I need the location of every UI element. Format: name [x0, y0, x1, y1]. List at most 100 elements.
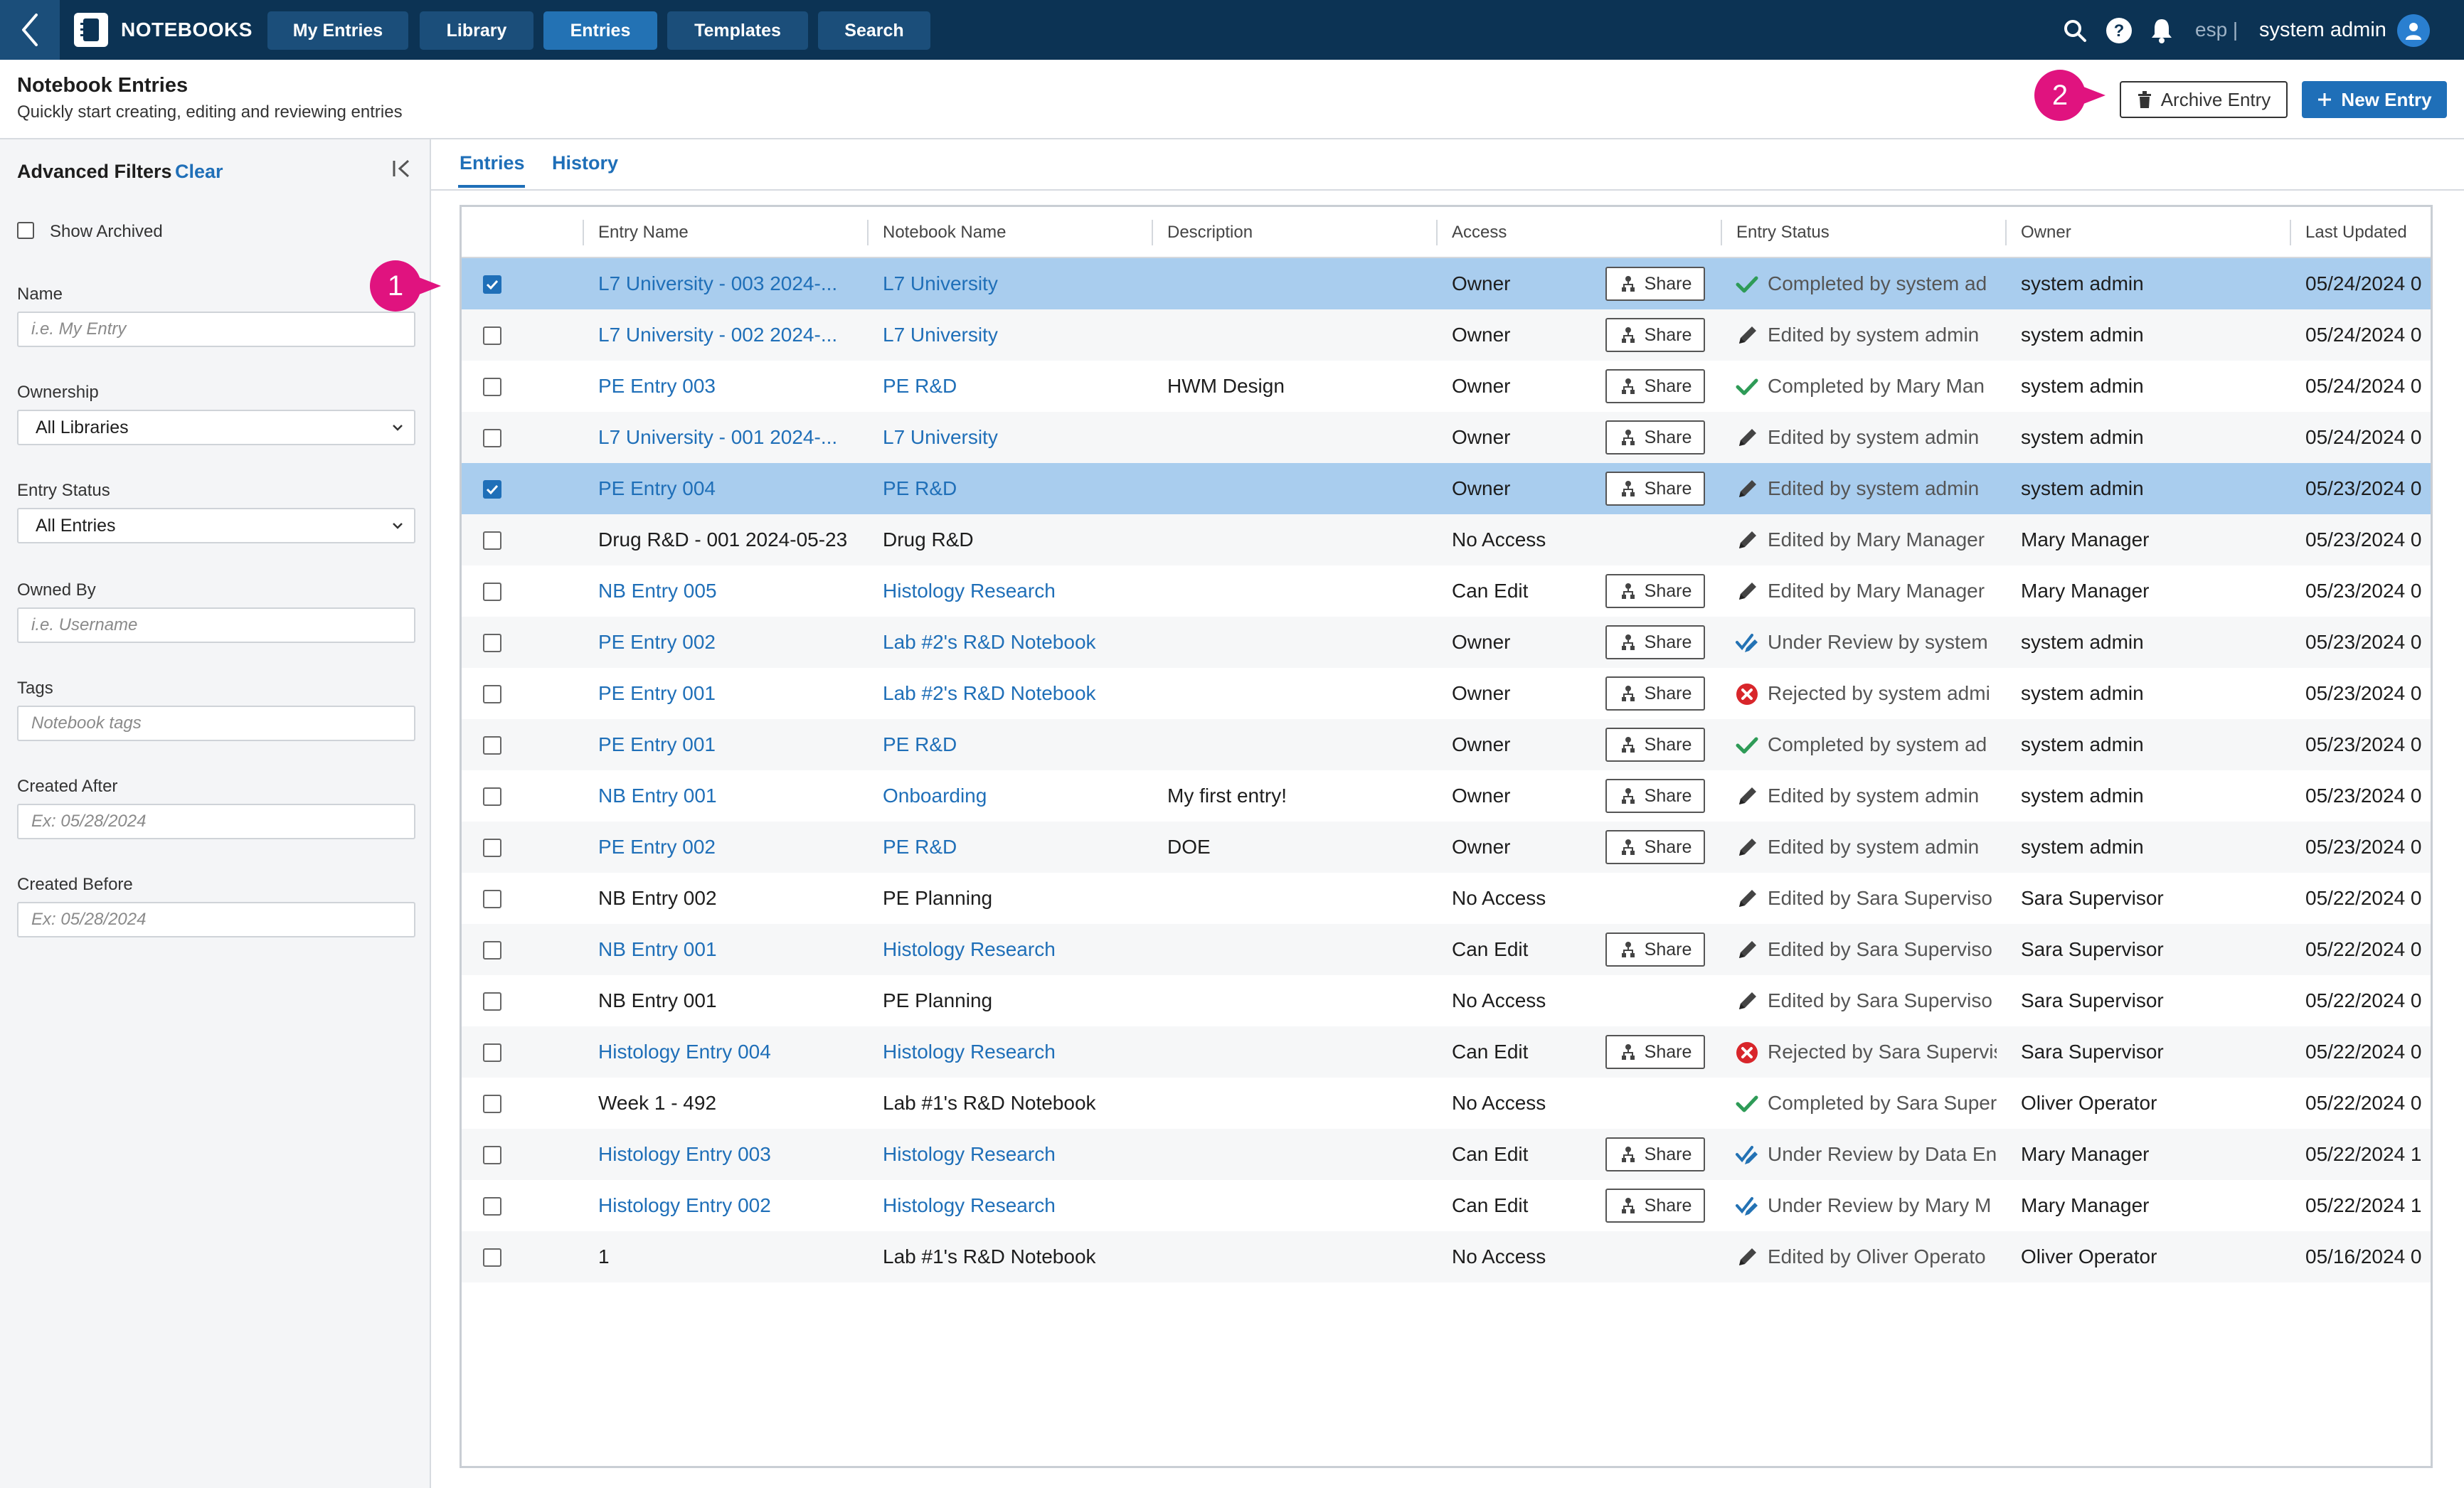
- table-row[interactable]: PE Entry 002 Lab #2's R&D Notebook Owner Sh…: [462, 617, 2431, 668]
- row-checkbox[interactable]: [483, 531, 501, 550]
- table-row[interactable]: Drug R&D - 001 2024-05-23 Drug R&D No Acce…: [462, 514, 2431, 565]
- share-button[interactable]: Share: [1605, 1035, 1705, 1069]
- notebook-name-cell[interactable]: PE R&D: [883, 375, 957, 397]
- tags-input[interactable]: Notebook tags: [17, 706, 415, 741]
- row-checkbox[interactable]: [483, 1248, 501, 1267]
- share-button[interactable]: Share: [1605, 1137, 1705, 1171]
- notebook-name-cell[interactable]: L7 University: [883, 272, 998, 294]
- share-button[interactable]: Share: [1605, 369, 1705, 403]
- table-row[interactable]: L7 University - 002 2024-... L7 Universit…: [462, 309, 2431, 361]
- row-checkbox[interactable]: [483, 890, 501, 908]
- column-entry-status[interactable]: Entry Status: [1736, 223, 1830, 242]
- search-icon[interactable]: [2061, 17, 2088, 44]
- nav-library[interactable]: Library: [420, 11, 533, 50]
- table-row[interactable]: Histology Entry 002 Histology Research Can…: [462, 1180, 2431, 1231]
- table-row[interactable]: 1 Lab #1's R&D Notebook No Access Edited by…: [462, 1231, 2431, 1282]
- notebook-name-cell[interactable]: Histology Research: [883, 1143, 1056, 1165]
- table-row[interactable]: PE Entry 004 PE R&D Owner Share Edited by sy…: [462, 463, 2431, 514]
- entry-status-select[interactable]: All Entries: [17, 508, 415, 543]
- help-icon[interactable]: ?: [2105, 17, 2133, 44]
- collapse-panel-icon[interactable]: [390, 156, 414, 181]
- show-archived-checkbox[interactable]: [17, 222, 34, 239]
- nav-templates[interactable]: Templates: [667, 11, 808, 50]
- row-checkbox[interactable]: [483, 583, 501, 601]
- row-checkbox[interactable]: [483, 685, 501, 703]
- share-button[interactable]: Share: [1605, 779, 1705, 813]
- language-switch[interactable]: esp |: [2195, 18, 2239, 41]
- notebook-name-cell[interactable]: Histology Research: [883, 580, 1056, 602]
- table-row[interactable]: NB Entry 001 PE Planning No Access Edited b…: [462, 975, 2431, 1026]
- table-row[interactable]: Histology Entry 004 Histology Research Can…: [462, 1026, 2431, 1078]
- row-checkbox[interactable]: [483, 634, 501, 652]
- owned-by-input[interactable]: i.e. Username: [17, 607, 415, 643]
- entry-name-cell[interactable]: Histology Entry 004: [598, 1041, 771, 1063]
- entry-name-cell[interactable]: PE Entry 002: [598, 631, 716, 653]
- table-row[interactable]: Week 1 - 492 Lab #1's R&D Notebook No Acce…: [462, 1078, 2431, 1129]
- column-access[interactable]: Access: [1452, 223, 1507, 242]
- table-row[interactable]: PE Entry 001 Lab #2's R&D Notebook Owner Sh…: [462, 668, 2431, 719]
- entry-name-cell[interactable]: NB Entry 005: [598, 580, 717, 602]
- table-row[interactable]: NB Entry 001 Onboarding My first entry! Own…: [462, 770, 2431, 822]
- notebook-name-cell[interactable]: PE R&D: [883, 477, 957, 499]
- new-entry-button[interactable]: New Entry: [2302, 81, 2447, 118]
- table-row[interactable]: L7 University - 003 2024-... L7 Universit…: [462, 258, 2431, 309]
- share-button[interactable]: Share: [1605, 830, 1705, 864]
- column-entry-name[interactable]: Entry Name: [598, 223, 689, 242]
- column-last-updated[interactable]: Last Updated: [2305, 223, 2407, 242]
- entry-name-cell[interactable]: NB Entry 001: [598, 938, 717, 960]
- row-checkbox[interactable]: [483, 941, 501, 960]
- notebook-name-cell[interactable]: Histology Research: [883, 1194, 1056, 1216]
- share-button[interactable]: Share: [1605, 318, 1705, 352]
- table-row[interactable]: L7 University - 001 2024-... L7 Universit…: [462, 412, 2431, 463]
- row-checkbox[interactable]: [483, 992, 501, 1011]
- column-owner[interactable]: Owner: [2021, 223, 2071, 242]
- share-button[interactable]: Share: [1605, 574, 1705, 608]
- row-checkbox[interactable]: [483, 787, 501, 806]
- notebook-name-cell[interactable]: PE R&D: [883, 733, 957, 755]
- share-button[interactable]: Share: [1605, 932, 1705, 967]
- notebook-name-cell[interactable]: Histology Research: [883, 938, 1056, 960]
- clear-filters-link[interactable]: Clear: [175, 161, 223, 182]
- row-checkbox[interactable]: [483, 839, 501, 857]
- entry-name-cell[interactable]: L7 University - 003 2024-...: [598, 272, 838, 294]
- entry-name-cell[interactable]: Histology Entry 003: [598, 1143, 771, 1165]
- table-row[interactable]: Histology Entry 003 Histology Research Can…: [462, 1129, 2431, 1180]
- row-checkbox[interactable]: [483, 378, 501, 396]
- row-checkbox[interactable]: [483, 1197, 501, 1216]
- tab-entries[interactable]: Entries: [460, 152, 525, 174]
- user-avatar-icon[interactable]: [2397, 14, 2430, 47]
- row-checkbox[interactable]: [483, 480, 501, 499]
- archive-entry-button[interactable]: Archive Entry: [2120, 81, 2288, 118]
- row-checkbox[interactable]: [483, 275, 501, 294]
- row-checkbox[interactable]: [483, 1043, 501, 1062]
- nav-search[interactable]: Search: [818, 11, 930, 50]
- row-checkbox[interactable]: [483, 736, 501, 755]
- table-row[interactable]: NB Entry 002 PE Planning No Access Edited b…: [462, 873, 2431, 924]
- table-row[interactable]: PE Entry 002 PE R&D DOE Owner Share Edited by…: [462, 822, 2431, 873]
- back-button[interactable]: [0, 0, 60, 60]
- notebook-name-cell[interactable]: Lab #2's R&D Notebook: [883, 631, 1096, 653]
- row-checkbox[interactable]: [483, 429, 501, 447]
- share-button[interactable]: Share: [1605, 420, 1705, 455]
- entry-name-cell[interactable]: PE Entry 004: [598, 477, 716, 499]
- notebook-name-cell[interactable]: Lab #2's R&D Notebook: [883, 682, 1096, 704]
- share-button[interactable]: Share: [1605, 625, 1705, 659]
- entry-name-cell[interactable]: L7 University - 001 2024-...: [598, 426, 838, 448]
- user-name[interactable]: system admin: [2259, 18, 2386, 41]
- notebook-name-cell[interactable]: L7 University: [883, 324, 998, 346]
- column-description[interactable]: Description: [1167, 223, 1253, 242]
- nav-my-entries[interactable]: My Entries: [267, 11, 408, 50]
- notebook-name-cell[interactable]: PE R&D: [883, 836, 957, 858]
- entry-name-cell[interactable]: PE Entry 001: [598, 682, 716, 704]
- share-button[interactable]: Share: [1605, 472, 1705, 506]
- row-checkbox[interactable]: [483, 1095, 501, 1113]
- row-checkbox[interactable]: [483, 326, 501, 345]
- entry-name-cell[interactable]: PE Entry 003: [598, 375, 716, 397]
- name-input[interactable]: i.e. My Entry: [17, 312, 415, 347]
- share-button[interactable]: Share: [1605, 267, 1705, 301]
- notebook-name-cell[interactable]: Onboarding: [883, 785, 987, 807]
- share-button[interactable]: Share: [1605, 676, 1705, 711]
- ownership-select[interactable]: All Libraries: [17, 410, 415, 445]
- tab-history[interactable]: History: [552, 152, 619, 174]
- notebook-name-cell[interactable]: Histology Research: [883, 1041, 1056, 1063]
